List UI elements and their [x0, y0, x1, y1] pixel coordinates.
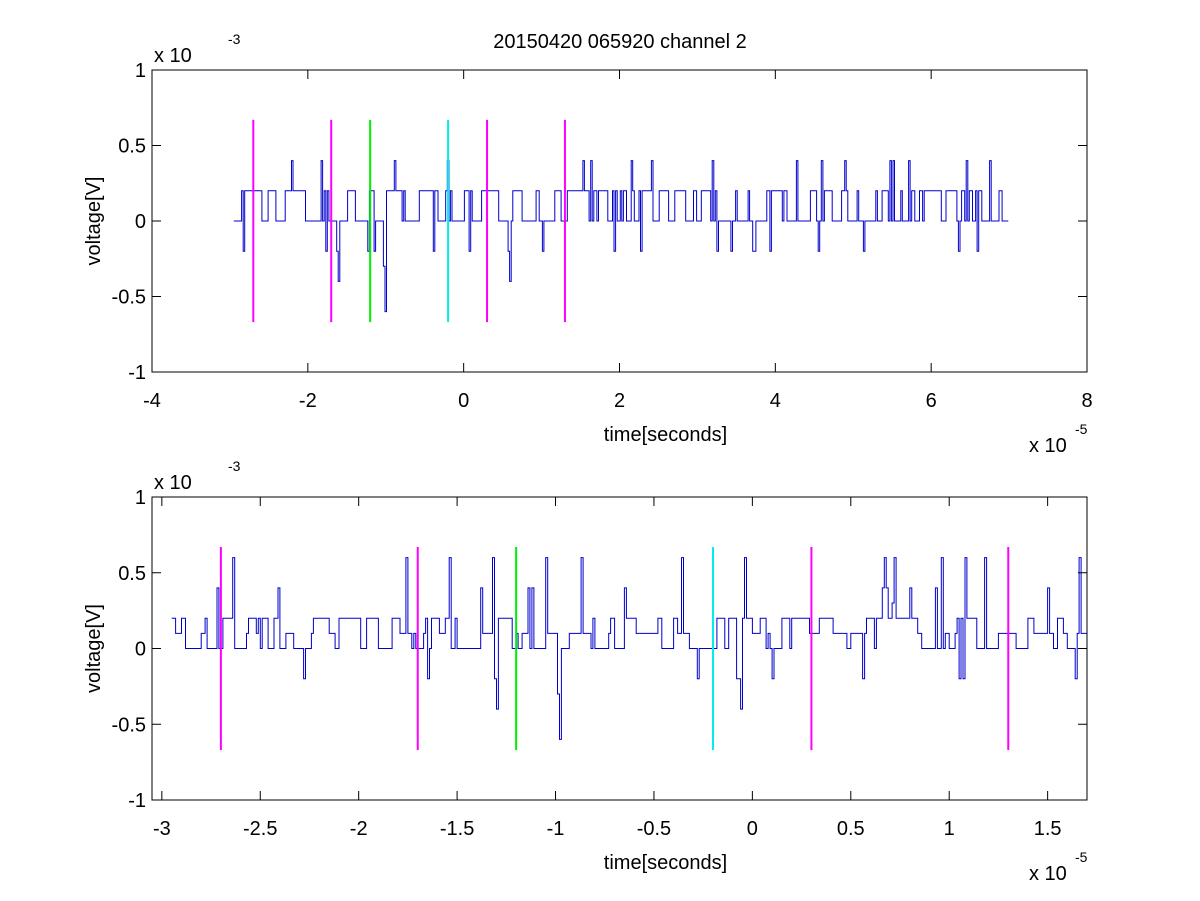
- x-tick-label: -1.5: [440, 818, 474, 840]
- y-axis-label: voltage[V]: [83, 177, 105, 266]
- top-plot: -4 -2 0 2 4 6 8 -1 -0.5 0 0.5 1 time[seconds] voltage…: [83, 31, 1093, 457]
- x-axis-label: time[seconds]: [604, 424, 727, 446]
- x-tick-label: -0.5: [637, 818, 671, 840]
- x-exponent-power: -5: [1075, 849, 1088, 865]
- y-tick-label: -1: [128, 790, 146, 812]
- signal-trace: [233, 160, 1009, 313]
- figure-title: 20150420 065920 channel 2: [493, 31, 747, 53]
- x-tick-label: -2: [350, 818, 368, 840]
- y-exponent-label: x 10: [154, 45, 192, 67]
- y-tick-label: -0.5: [112, 287, 146, 309]
- x-tick-label: 0: [747, 818, 758, 840]
- x-tick-label: 2: [614, 390, 625, 412]
- x-tick-label: -2: [299, 390, 317, 412]
- y-axis-label: voltage[V]: [83, 604, 105, 693]
- x-tick-label: -2.5: [243, 818, 277, 840]
- y-tick-label: 1: [135, 60, 146, 82]
- y-tick-label: 0.5: [118, 563, 146, 585]
- bottom-plot: -3 -2.5 -2 -1.5 -1 -0.5 0 0.5 1 1.5 -1 -0.5 0 0.5 1 tim…: [83, 458, 1088, 885]
- x-tick-label: 0: [458, 390, 469, 412]
- x-axis-label: time[seconds]: [604, 852, 727, 874]
- y-tick-label: -1: [128, 362, 146, 384]
- x-exponent-label: x 10: [1029, 863, 1067, 885]
- y-tick-label: -0.5: [112, 714, 146, 736]
- x-tick-label: -4: [143, 390, 161, 412]
- x-exponent-power: -5: [1075, 421, 1088, 437]
- x-tick-label: 6: [926, 390, 937, 412]
- x-tick-label: -3: [153, 818, 171, 840]
- y-tick-label: 0: [135, 211, 146, 233]
- x-tick-label: -1: [547, 818, 565, 840]
- y-exponent-power: -3: [228, 458, 241, 474]
- y-exponent-power: -3: [228, 31, 241, 47]
- x-tick-label: 0.5: [837, 818, 865, 840]
- x-tick-label: 1: [944, 818, 955, 840]
- x-tick-label: 4: [770, 390, 781, 412]
- x-exponent-label: x 10: [1029, 435, 1067, 457]
- x-tick-label: 8: [1081, 390, 1092, 412]
- y-exponent-label: x 10: [154, 472, 192, 494]
- y-tick-label: 0.5: [118, 136, 146, 158]
- y-tick-label: 1: [135, 487, 146, 509]
- x-tick-label: 1.5: [1034, 818, 1062, 840]
- signal-trace: [171, 557, 1087, 740]
- y-tick-label: 0: [135, 639, 146, 661]
